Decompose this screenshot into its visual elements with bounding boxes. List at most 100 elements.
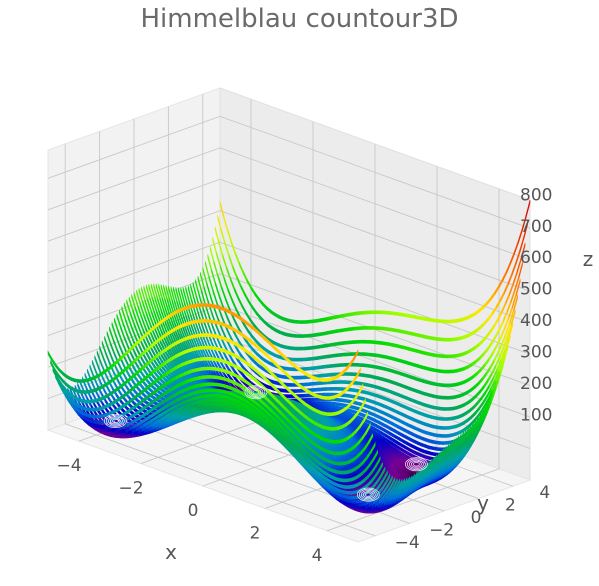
surface-band bbox=[320, 355, 326, 360]
surface-band bbox=[431, 352, 437, 358]
surface-band bbox=[308, 319, 314, 324]
surface-band bbox=[322, 401, 328, 406]
surface-band bbox=[334, 402, 340, 407]
surface-band bbox=[444, 369, 450, 374]
surface-band bbox=[303, 346, 309, 351]
surface-band bbox=[337, 397, 342, 403]
surface-band bbox=[301, 357, 306, 362]
surface-band bbox=[305, 357, 310, 362]
surface-band bbox=[422, 334, 428, 340]
surface-band bbox=[341, 484, 346, 489]
surface-band bbox=[329, 329, 335, 335]
surface-band bbox=[214, 401, 219, 406]
surface-band bbox=[431, 415, 436, 420]
surface-band bbox=[356, 499, 361, 504]
surface-band bbox=[430, 336, 435, 341]
surface-band bbox=[219, 398, 224, 403]
surface-band bbox=[347, 490, 352, 495]
surface-band bbox=[286, 382, 291, 387]
surface-band bbox=[438, 337, 443, 342]
surface-band bbox=[452, 318, 457, 324]
surface-band bbox=[426, 380, 432, 386]
surface-band bbox=[324, 354, 330, 359]
surface-band bbox=[333, 329, 339, 334]
surface-band bbox=[336, 380, 342, 384]
surface-band bbox=[348, 499, 353, 504]
surface-band bbox=[345, 327, 350, 332]
surface-band bbox=[328, 353, 334, 359]
surface-band bbox=[349, 495, 355, 500]
surface-band bbox=[339, 313, 345, 319]
surface-band bbox=[292, 346, 297, 351]
surface-band bbox=[323, 373, 329, 378]
surface-band bbox=[395, 328, 401, 333]
surface-band bbox=[338, 387, 343, 391]
surface-band bbox=[450, 416, 456, 421]
surface-band bbox=[198, 402, 204, 408]
surface-band bbox=[382, 354, 388, 360]
surface-band bbox=[454, 353, 460, 358]
surface-band bbox=[289, 357, 295, 362]
surface-band bbox=[287, 366, 292, 372]
surface-band bbox=[439, 395, 445, 400]
surface-band bbox=[440, 425, 445, 430]
surface-band bbox=[207, 397, 213, 402]
surface-band bbox=[456, 367, 461, 373]
surface-band bbox=[352, 326, 358, 331]
surface-band bbox=[447, 425, 453, 430]
surface-band bbox=[347, 312, 353, 317]
surface-band bbox=[317, 332, 323, 337]
surface-band bbox=[407, 330, 412, 336]
surface-band bbox=[306, 333, 311, 338]
surface-band bbox=[434, 382, 440, 387]
surface-band bbox=[368, 326, 373, 330]
surface-band bbox=[387, 327, 393, 332]
surface-band bbox=[430, 432, 435, 437]
surface-band bbox=[520, 242, 526, 261]
surface-band bbox=[380, 366, 385, 371]
surface-band bbox=[377, 376, 383, 381]
surface-band bbox=[513, 294, 519, 312]
surface-band bbox=[324, 316, 329, 322]
surface-band bbox=[283, 366, 289, 371]
surface-band bbox=[332, 353, 337, 358]
surface-band bbox=[113, 430, 119, 435]
surface-band bbox=[224, 395, 230, 400]
surface-band bbox=[337, 363, 343, 368]
surface-band bbox=[361, 389, 366, 395]
surface-band bbox=[397, 312, 403, 317]
surface-band bbox=[389, 342, 394, 347]
surface-band bbox=[343, 393, 348, 398]
surface-band bbox=[455, 394, 460, 399]
surface-band bbox=[284, 345, 290, 350]
surface-band bbox=[306, 397, 311, 402]
grid-z bbox=[47, 304, 531, 418]
surface-band bbox=[365, 339, 371, 344]
surface-band bbox=[318, 387, 324, 392]
surface-band bbox=[309, 397, 315, 402]
surface-band bbox=[345, 495, 351, 500]
surface-band bbox=[445, 337, 451, 342]
surface-band bbox=[369, 340, 375, 345]
surface-band bbox=[484, 401, 489, 417]
surface-band bbox=[370, 310, 376, 315]
surface-band bbox=[433, 433, 439, 438]
surface-band bbox=[428, 445, 434, 451]
surface-band bbox=[338, 402, 344, 407]
grid-z bbox=[47, 241, 531, 355]
surface-band bbox=[320, 317, 325, 322]
surface-band bbox=[420, 350, 425, 355]
surface-band bbox=[376, 365, 382, 370]
surface-band bbox=[429, 367, 434, 372]
surface-band bbox=[333, 363, 339, 368]
surface-band bbox=[220, 394, 226, 399]
surface-band bbox=[302, 334, 308, 338]
surface-band bbox=[313, 381, 318, 386]
surface-band bbox=[437, 433, 443, 438]
surface-band bbox=[448, 319, 453, 324]
surface-band bbox=[301, 320, 306, 324]
surface-band bbox=[359, 352, 365, 356]
surface-band bbox=[437, 368, 442, 374]
surface-band bbox=[371, 352, 376, 358]
surface-band bbox=[403, 330, 408, 335]
